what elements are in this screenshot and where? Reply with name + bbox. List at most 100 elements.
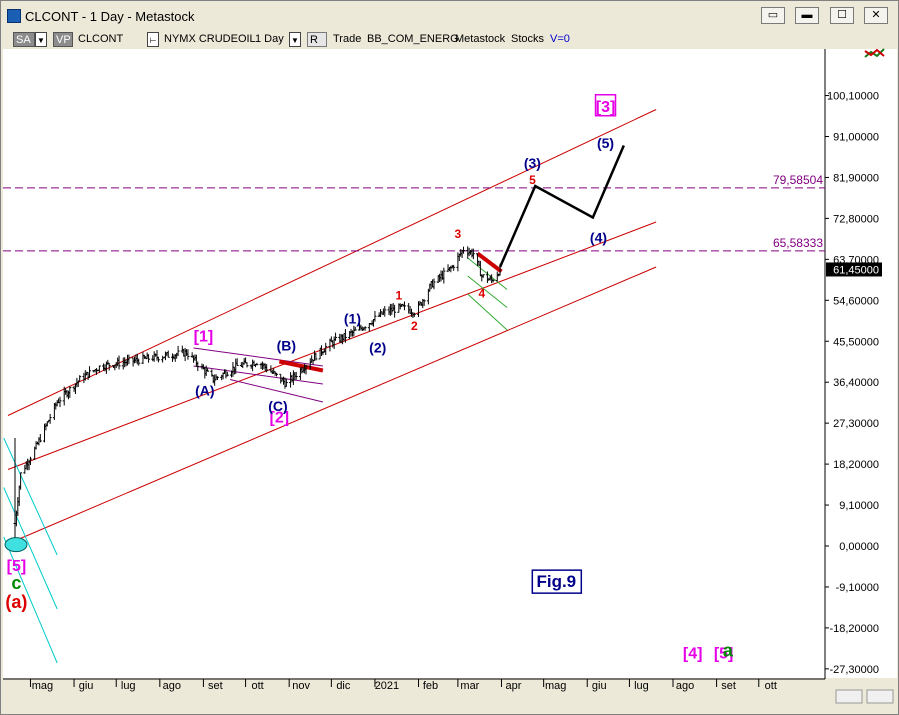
annotation-label: Fig.9 xyxy=(536,572,576,591)
candle xyxy=(442,267,446,284)
y-tick-label: 45,50000 xyxy=(833,336,879,348)
feed-label: BB_COM_ENERG xyxy=(367,33,459,45)
candle xyxy=(97,365,101,373)
vertical-scroll-button[interactable] xyxy=(835,689,894,704)
x-tick-label: mar xyxy=(460,680,479,692)
candle xyxy=(137,358,141,366)
wave-label: (1) xyxy=(344,310,361,326)
candle xyxy=(196,361,200,372)
candle xyxy=(452,264,456,271)
candle xyxy=(255,362,259,366)
candle xyxy=(294,371,298,380)
y-tick-label: 72,80000 xyxy=(833,213,879,225)
candle xyxy=(491,278,495,283)
candle xyxy=(314,353,318,361)
x-tick-label: set xyxy=(208,680,223,692)
candle xyxy=(166,350,170,358)
x-tick-label: giu xyxy=(79,680,94,692)
trendline-break xyxy=(476,251,503,274)
wave-label: [5] xyxy=(7,558,27,575)
y-tick-label: -27,30000 xyxy=(829,664,879,676)
candle xyxy=(498,263,502,276)
candle xyxy=(156,356,160,363)
volume-label: V=0 xyxy=(550,33,570,45)
candle xyxy=(343,329,347,343)
vp-button[interactable]: VP xyxy=(53,32,73,47)
restore-down-button[interactable]: ▭ xyxy=(761,7,785,24)
candle xyxy=(107,362,111,371)
y-tick-label: 81,90000 xyxy=(833,172,879,184)
candle xyxy=(471,248,475,260)
price-level-label: 79,58504 xyxy=(773,173,823,187)
candle xyxy=(117,355,121,370)
wave-label: 3 xyxy=(455,227,462,241)
mode-label: Trade xyxy=(333,33,362,45)
cyan-channel-line xyxy=(3,437,58,556)
candle xyxy=(58,396,62,408)
cyan-channel-line xyxy=(3,536,58,664)
candle xyxy=(225,371,229,377)
wave-label: [3] xyxy=(596,99,616,116)
x-tick-label: lug xyxy=(121,680,136,692)
x-tick-label: apr xyxy=(506,680,522,692)
purple-channel-line xyxy=(230,379,324,403)
x-tick-label: set xyxy=(721,680,736,692)
x-tick-label: mag xyxy=(32,680,53,692)
green-channel-line xyxy=(467,293,508,331)
y-tick-label: 9,10000 xyxy=(839,500,879,512)
middle-channel-line xyxy=(7,221,657,470)
close-button[interactable]: ✕ xyxy=(864,7,888,24)
x-tick-label: nov xyxy=(292,680,310,692)
y-tick-label: 18,20000 xyxy=(833,459,879,471)
y-tick-label: 100,10000 xyxy=(827,91,879,103)
wave-label: 5 xyxy=(529,173,536,187)
chart-tool-icon[interactable] xyxy=(864,48,885,58)
symbol-field[interactable]: CLCONT xyxy=(78,33,124,45)
candle xyxy=(481,274,485,278)
wave-label: (C) xyxy=(268,398,287,414)
candle xyxy=(127,354,131,365)
period-label[interactable]: 1 Day xyxy=(255,33,284,45)
maximize-button[interactable]: ☐ xyxy=(830,7,854,24)
candle xyxy=(186,349,190,360)
candle xyxy=(275,372,279,377)
candle xyxy=(235,358,239,366)
candle xyxy=(402,301,406,311)
candle xyxy=(19,472,23,490)
chart-plot-area[interactable] xyxy=(3,49,897,679)
wave-label: c xyxy=(11,573,21,593)
purple-channel-line xyxy=(193,347,323,367)
candle xyxy=(353,326,357,331)
x-axis-area xyxy=(3,678,897,712)
wave-label: (B) xyxy=(277,337,296,353)
title-bar[interactable]: CLCONT - 1 Day - Metastock ▭ ▬ ☐ ✕ xyxy=(1,1,898,30)
sa-button[interactable]: SA xyxy=(13,32,35,47)
x-tick-label: ago xyxy=(163,680,181,692)
candle xyxy=(363,326,367,331)
candle xyxy=(206,368,210,372)
candle xyxy=(78,375,82,382)
x-tick-label: lug xyxy=(634,680,649,692)
window-title: CLCONT - 1 Day - Metastock xyxy=(25,9,195,24)
minimize-button[interactable]: ▬ xyxy=(795,7,819,24)
candle xyxy=(215,376,219,380)
period-dropdown-icon[interactable]: ▼ xyxy=(289,32,301,47)
green-channel-line xyxy=(467,275,508,308)
candle xyxy=(147,354,151,363)
lower-channel-line xyxy=(7,266,657,545)
sa-dropdown-icon[interactable]: ▼ xyxy=(35,32,47,47)
candle xyxy=(284,378,288,387)
y-tick-label: 36,40000 xyxy=(833,377,879,389)
x-tick-label: feb xyxy=(423,680,438,692)
candle xyxy=(495,271,499,282)
candle xyxy=(422,299,426,306)
wave-label-box xyxy=(594,94,617,117)
candle xyxy=(334,332,338,341)
r-button[interactable]: R xyxy=(307,32,327,47)
wave-label: 4 xyxy=(478,287,485,301)
candle xyxy=(28,456,32,465)
candle xyxy=(412,312,416,318)
symbol-dropdown-icon[interactable]: ⊢ xyxy=(147,32,159,47)
